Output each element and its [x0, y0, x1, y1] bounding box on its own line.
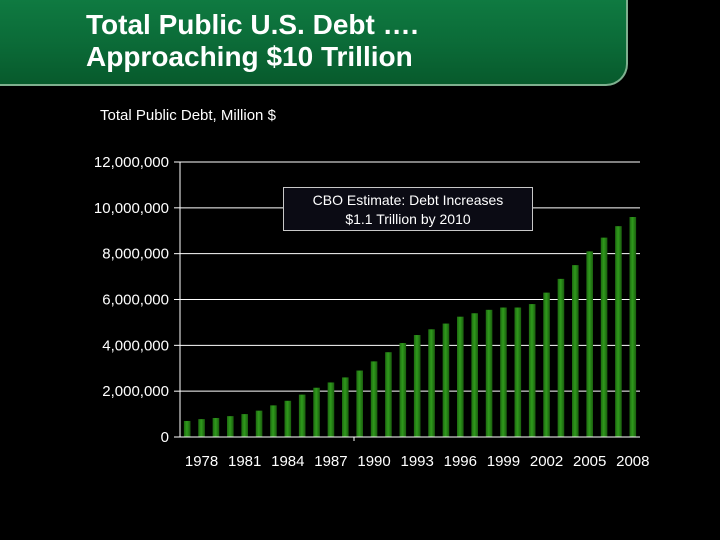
bar-1995 [442, 323, 450, 437]
bar-2002 [543, 292, 550, 437]
bar-1993 [413, 335, 421, 437]
y-tick-label: 4,000,000 [102, 337, 169, 354]
bar-1994 [428, 329, 435, 437]
title-banner [0, 0, 628, 86]
bar-1987 [327, 382, 335, 437]
bar-2006 [600, 237, 608, 437]
bar-1996 [457, 316, 464, 437]
bar-1988 [342, 377, 349, 437]
bar-1990 [370, 361, 378, 437]
x-tick-label: 1987 [314, 453, 347, 470]
x-tick-label: 1999 [487, 453, 520, 470]
x-tick-label: 2002 [530, 453, 563, 470]
bar-2008 [629, 217, 637, 437]
slide-title-line2: Approaching $10 Trillion [86, 41, 413, 72]
x-tick-label: 2005 [573, 453, 606, 470]
x-tick-label: 2008 [616, 453, 649, 470]
bar-2005 [586, 251, 593, 437]
bar-1977 [183, 420, 191, 437]
cbo-annotation-line2: $1.1 Trillion by 2010 [345, 211, 471, 227]
bar-1998 [485, 309, 493, 437]
x-tick-label: 1984 [271, 453, 304, 470]
bar-1991 [385, 352, 392, 437]
bar-1997 [471, 313, 478, 437]
x-tick-label: 1993 [401, 453, 434, 470]
bar-2003 [557, 278, 565, 437]
x-tick-label: 1996 [444, 453, 477, 470]
x-tick-label: 1981 [228, 453, 261, 470]
x-tick-label: 1978 [185, 453, 218, 470]
y-tick-label: 6,000,000 [102, 292, 169, 309]
y-tick-label: 10,000,000 [94, 200, 169, 217]
x-tick-label: 1990 [357, 453, 390, 470]
bar-1980 [227, 416, 234, 437]
chart-title: Total Public Debt, Million $ [100, 107, 276, 124]
bar-1983 [270, 405, 277, 437]
slide-title-line1: Total Public U.S. Debt …. [86, 9, 419, 40]
bar-1982 [255, 410, 263, 437]
bar-1984 [284, 400, 292, 437]
y-tick-label: 12,000,000 [94, 154, 169, 171]
bar-1978 [198, 419, 205, 437]
y-tick-label: 0 [161, 429, 169, 446]
bar-2000 [514, 307, 522, 437]
bar-1986 [313, 387, 320, 437]
y-tick-label: 2,000,000 [102, 383, 169, 400]
bar-1981 [241, 414, 248, 437]
cbo-annotation-line1: CBO Estimate: Debt Increases [312, 192, 504, 208]
slide-title: Total Public U.S. Debt …. Approaching $1… [86, 9, 418, 73]
bar-1992 [399, 343, 407, 437]
bar-2004 [572, 265, 579, 437]
bar-1985 [298, 394, 306, 437]
bar-1979 [212, 417, 220, 437]
bar-1999 [500, 307, 507, 437]
cbo-annotation: CBO Estimate: Debt Increases $1.1 Trilli… [283, 187, 533, 231]
y-tick-label: 8,000,000 [102, 246, 169, 263]
bar-1989 [356, 370, 363, 437]
bar-2007 [615, 226, 622, 437]
bar-2001 [528, 304, 536, 437]
